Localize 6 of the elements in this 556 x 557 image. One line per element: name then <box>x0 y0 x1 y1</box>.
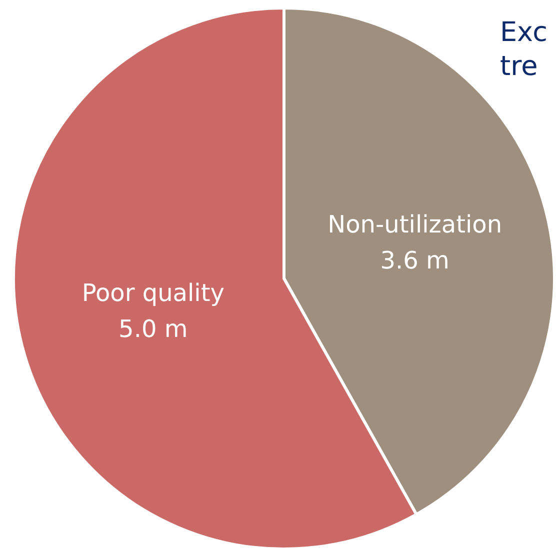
slice-label: Poor quality <box>82 278 224 307</box>
text: Exc <box>500 17 548 48</box>
data-label: 5.0 m <box>118 314 188 343</box>
slice-label: Non-utilization <box>328 210 502 239</box>
data-label: 3.6 m <box>380 246 450 275</box>
text: tre <box>500 51 538 82</box>
